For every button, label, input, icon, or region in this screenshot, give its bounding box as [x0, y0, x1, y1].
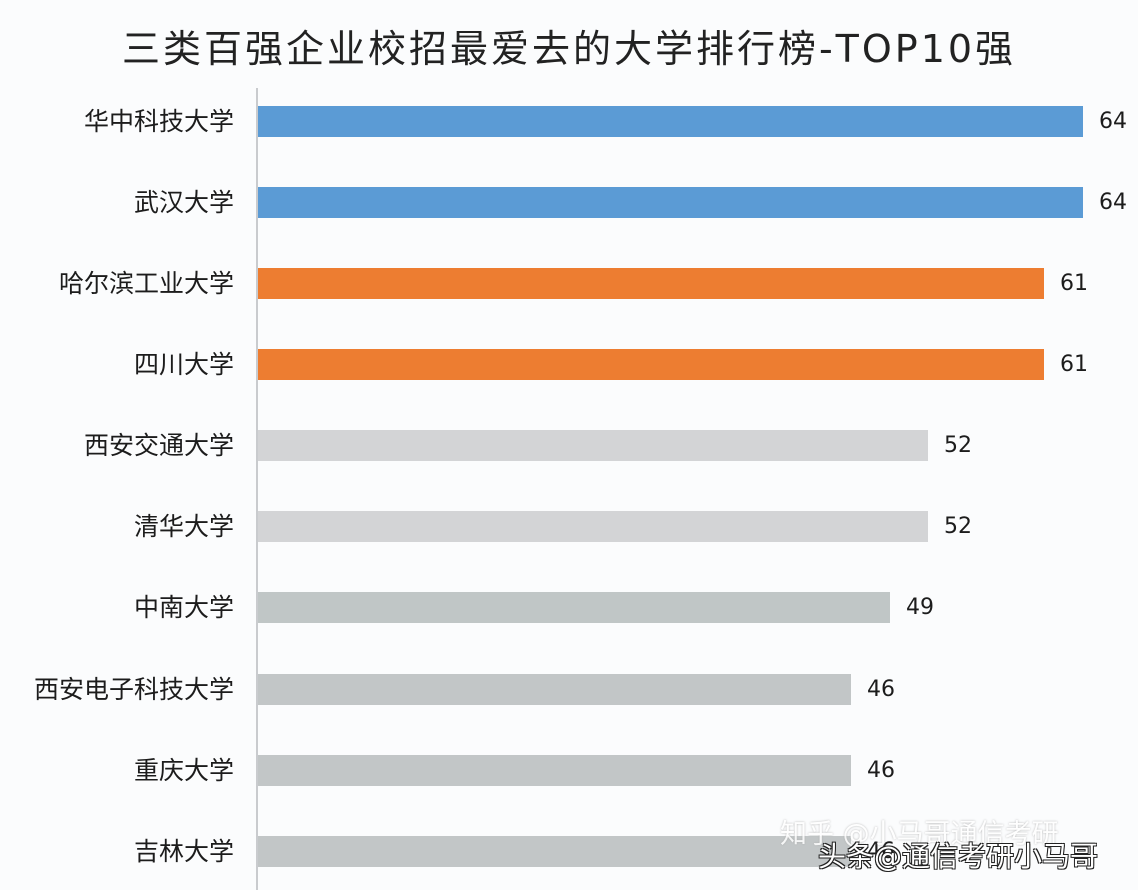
bar [258, 755, 851, 786]
bar-row: 四川大学 61 [0, 349, 1138, 381]
bar-row: 武汉大学 64 [0, 187, 1138, 219]
value-label: 46 [867, 677, 895, 702]
category-label: 中南大学 [133, 593, 234, 622]
bar-row: 华中科技大学 64 [0, 106, 1138, 138]
bar [258, 592, 890, 623]
value-label: 46 [867, 758, 895, 783]
category-label: 西安电子科技大学 [33, 675, 234, 704]
category-label: 哈尔滨工业大学 [58, 269, 234, 298]
category-label: 重庆大学 [133, 756, 234, 785]
category-label: 西安交通大学 [83, 431, 234, 460]
category-label: 华中科技大学 [83, 107, 234, 136]
bar [258, 106, 1083, 137]
value-label: 64 [1099, 190, 1127, 215]
bar [258, 187, 1083, 218]
bar-row: 哈尔滨工业大学 61 [0, 268, 1138, 300]
value-label: 46 [867, 839, 895, 864]
bar-row: 西安交通大学 52 [0, 430, 1138, 462]
bar [258, 268, 1044, 299]
value-label: 61 [1060, 352, 1088, 377]
bar [258, 430, 928, 461]
value-label: 52 [944, 514, 972, 539]
chart-title: 三类百强企业校招最爱去的大学排行榜-TOP10强 [121, 27, 1017, 71]
bar [258, 349, 1044, 380]
value-label: 64 [1099, 109, 1127, 134]
value-label: 52 [944, 433, 972, 458]
value-label: 49 [906, 595, 934, 620]
value-label: 61 [1060, 271, 1088, 296]
bar-row: 中南大学 49 [0, 592, 1138, 624]
bar [258, 511, 928, 542]
bar-row: 重庆大学 46 [0, 755, 1138, 787]
bar-row: 吉林大学 46 [0, 836, 1138, 868]
category-label: 武汉大学 [133, 188, 234, 217]
category-label: 清华大学 [133, 512, 234, 541]
bar-row: 西安电子科技大学 46 [0, 674, 1138, 706]
watermark-zhihu: 知乎 @小马哥通信考研 [780, 819, 1059, 850]
bar [258, 836, 851, 867]
bar [258, 674, 851, 705]
y-axis-line [256, 88, 258, 890]
category-label: 四川大学 [133, 350, 234, 379]
category-label: 吉林大学 [133, 837, 234, 866]
bar-row: 清华大学 52 [0, 511, 1138, 543]
watermark-toutiao: 头条@通信考研小马哥 [818, 840, 1099, 873]
